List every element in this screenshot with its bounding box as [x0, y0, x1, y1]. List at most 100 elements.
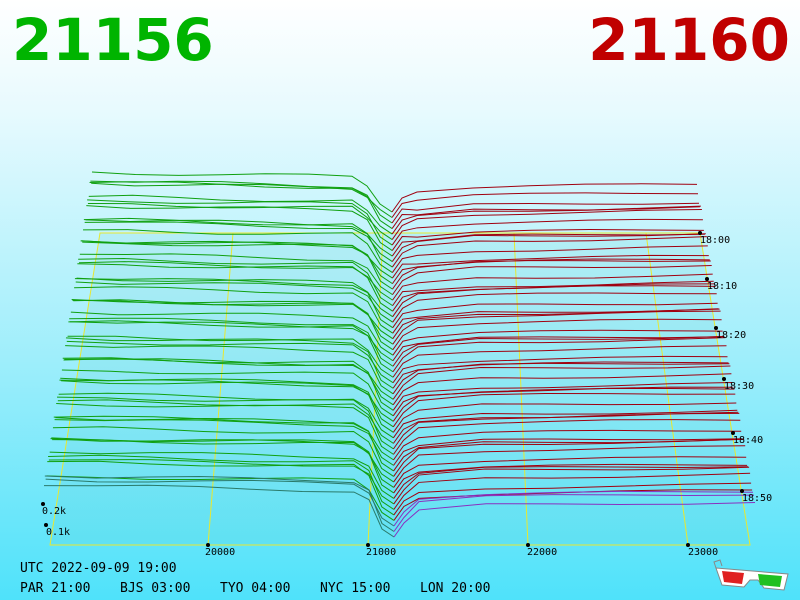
ask-curve	[393, 438, 743, 466]
bid-curve	[43, 484, 395, 538]
bid-curve	[81, 240, 393, 285]
bid-curve	[78, 257, 393, 307]
bid-curve	[77, 263, 393, 312]
ask-curve	[393, 445, 746, 483]
ask-curve	[392, 365, 731, 400]
ask-curve	[392, 259, 711, 290]
ask-curve	[392, 402, 737, 433]
ask-curve	[391, 236, 707, 268]
bid-curve	[61, 380, 394, 422]
time-axis: 18:00 18:10 18:20 18:30 18:40 18:50	[698, 231, 772, 504]
ask-curve	[392, 386, 734, 417]
city-time: LON 20:00	[420, 581, 490, 596]
ask-curve	[391, 233, 705, 257]
bid-curve	[44, 475, 395, 532]
bid-curve	[46, 475, 395, 521]
ask-curve	[392, 308, 720, 339]
volume-axis: 0.2k 0.1k	[41, 502, 70, 538]
price-label: 21000	[366, 547, 396, 558]
ask-curve	[392, 335, 725, 367]
bid-curve	[70, 321, 394, 362]
utc-time: UTC 2022-09-09 19:00	[20, 561, 177, 576]
bid-curve	[59, 379, 394, 433]
ask-curve	[392, 302, 718, 328]
bid-curve	[65, 345, 394, 395]
price-label: 20000	[205, 547, 235, 558]
ask-curve	[392, 409, 738, 439]
ask-curve	[391, 228, 704, 251]
ask-curve	[393, 472, 751, 510]
ask-curve	[392, 373, 732, 406]
ask-curve	[392, 318, 722, 351]
bid-price: 21156	[12, 6, 214, 74]
ask-curve	[392, 345, 727, 378]
bid-curve	[74, 286, 394, 334]
ask-curve	[393, 429, 742, 461]
ask-curve	[391, 206, 700, 229]
ask-curve	[391, 218, 703, 246]
bid-curve	[71, 298, 394, 351]
ask-curve	[392, 273, 713, 301]
ask-curve	[392, 310, 721, 345]
bid-curve	[56, 403, 394, 455]
ask-price: 21160	[588, 6, 790, 74]
ask-curve	[393, 466, 749, 499]
city-time: TYO 04:00	[220, 581, 290, 596]
ask-curve	[392, 382, 733, 411]
bid-curve	[76, 277, 393, 318]
city-time: BJS 03:00	[120, 581, 190, 596]
ask-curve	[393, 494, 755, 532]
bid-curve	[62, 357, 394, 411]
bid-curve	[53, 415, 394, 472]
bid-curve	[84, 221, 393, 262]
volume-label: 0.1k	[46, 527, 70, 538]
ask-curve	[393, 463, 748, 494]
bid-curve	[80, 240, 393, 290]
price-label: 22000	[527, 547, 557, 558]
city-time: PAR 21:00	[20, 581, 90, 596]
ask-curve	[392, 292, 717, 323]
ask-curve	[393, 502, 756, 538]
bid-curve	[87, 199, 393, 246]
ask-curve	[391, 205, 701, 235]
time-label: 18:40	[733, 435, 763, 446]
bid-curve	[83, 229, 393, 274]
bid-curve	[61, 369, 394, 417]
ask-curve	[391, 245, 708, 273]
ask-curve	[392, 336, 724, 362]
time-label: 18:00	[700, 235, 730, 246]
bid-curve	[89, 181, 393, 229]
ask-curve	[391, 183, 698, 213]
3d-glasses-toggle[interactable]	[713, 559, 789, 591]
bid-curve	[74, 278, 393, 329]
bid-curve	[57, 396, 394, 450]
bid-curve	[73, 299, 394, 340]
ask-curve	[393, 456, 747, 488]
city-time: NYC 15:00	[320, 581, 390, 596]
bid-curve	[68, 320, 394, 373]
volume-label: 0.2k	[42, 506, 66, 517]
bid-curve	[70, 311, 394, 356]
ask-curve	[392, 392, 736, 428]
bid-curve	[49, 451, 395, 499]
ask-curve	[391, 233, 706, 262]
ask-curve	[392, 265, 712, 295]
bid-curve	[50, 438, 395, 494]
bid-curve	[48, 454, 395, 510]
ask-curve	[391, 209, 702, 240]
bid-curve	[54, 419, 394, 466]
price-label: 23000	[688, 547, 718, 558]
ask-curve	[391, 192, 699, 218]
ask-curve	[392, 362, 730, 395]
ask-curve	[393, 482, 752, 516]
bid-curve	[88, 194, 393, 235]
bid-curve	[86, 205, 393, 251]
ask-curve	[392, 280, 714, 306]
ask-curve	[392, 329, 723, 356]
time-label: 18:10	[707, 281, 737, 292]
ask-curve	[392, 254, 709, 279]
bid-curve	[91, 171, 393, 213]
bid-curve	[85, 219, 393, 257]
ask-curve	[392, 387, 735, 422]
